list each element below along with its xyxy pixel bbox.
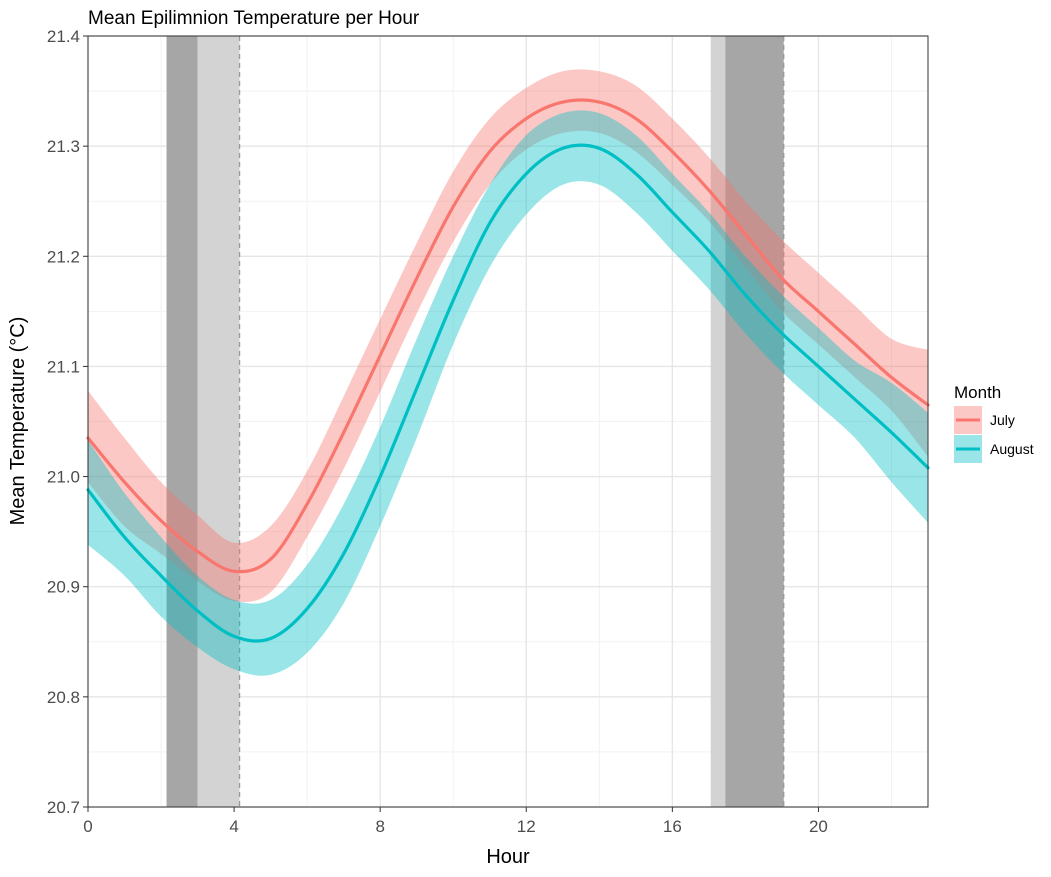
legend-label-july: July: [990, 412, 1015, 428]
shaded-region: [166, 36, 198, 807]
y-tick-label: 20.8: [47, 688, 80, 707]
ribbon-august: [88, 110, 928, 676]
x-tick-label: 0: [83, 817, 92, 836]
y-tick-label: 20.9: [47, 578, 80, 597]
y-tick-label: 20.7: [47, 798, 80, 817]
y-tick-label: 21.2: [47, 247, 80, 266]
legend-label-august: August: [990, 441, 1034, 457]
legend: Month July August: [954, 383, 1034, 463]
y-tick-label: 21.1: [47, 357, 80, 376]
shaded-region: [710, 36, 726, 807]
shaded-region: [197, 36, 240, 807]
line-august: [86, 143, 930, 643]
x-tick-label: 4: [229, 817, 238, 836]
x-tick-label: 12: [517, 817, 536, 836]
shaded-regions: [166, 36, 785, 807]
x-tick-label: 20: [809, 817, 828, 836]
series-lines: [86, 98, 930, 643]
x-tick-label: 16: [663, 817, 682, 836]
chart-title: Mean Epilimnion Temperature per Hour: [88, 8, 420, 29]
line-july: [86, 98, 930, 574]
x-axis: 0 4 8 12 16 20: [83, 807, 828, 836]
legend-title: Month: [954, 383, 1001, 402]
shaded-region: [725, 36, 784, 807]
y-axis: 20.7 20.8 20.9 21.0 21.1 21.2 21.3 21.4: [47, 27, 88, 817]
y-tick-label: 21.3: [47, 137, 80, 156]
x-tick-label: 8: [375, 817, 384, 836]
y-axis-label: Mean Temperature (°C): [7, 317, 29, 526]
x-axis-label: Hour: [486, 846, 530, 868]
y-tick-label: 21.4: [47, 27, 80, 46]
y-tick-label: 21.0: [47, 468, 80, 487]
plot-border: [87, 35, 929, 808]
